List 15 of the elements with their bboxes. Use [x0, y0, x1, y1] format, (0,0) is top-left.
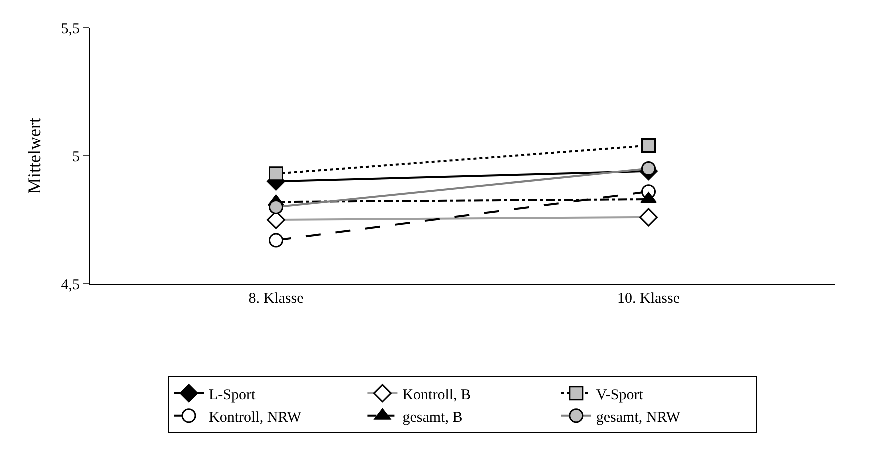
y-tick-label: 5	[72, 149, 80, 166]
x-tick-label: 10. Klasse	[618, 291, 680, 307]
legend-label: gesamt, B	[402, 410, 463, 426]
point	[642, 138, 656, 154]
legend-label: V-Sport	[596, 387, 644, 404]
y-tick-label: 4,5	[61, 277, 80, 294]
legend-label: Kontroll, B	[402, 387, 472, 404]
legend-label: L-Sport	[209, 387, 256, 404]
x-tick-label: 8. Klasse	[248, 291, 304, 307]
point	[269, 166, 284, 182]
y-axis-title: Mittelwert	[24, 118, 44, 194]
legend-label: gesamt, NRW	[596, 410, 682, 426]
point	[269, 233, 284, 248]
y-tick-label: 5,5	[61, 21, 80, 38]
legend-label: Kontroll, NRW	[209, 410, 302, 426]
